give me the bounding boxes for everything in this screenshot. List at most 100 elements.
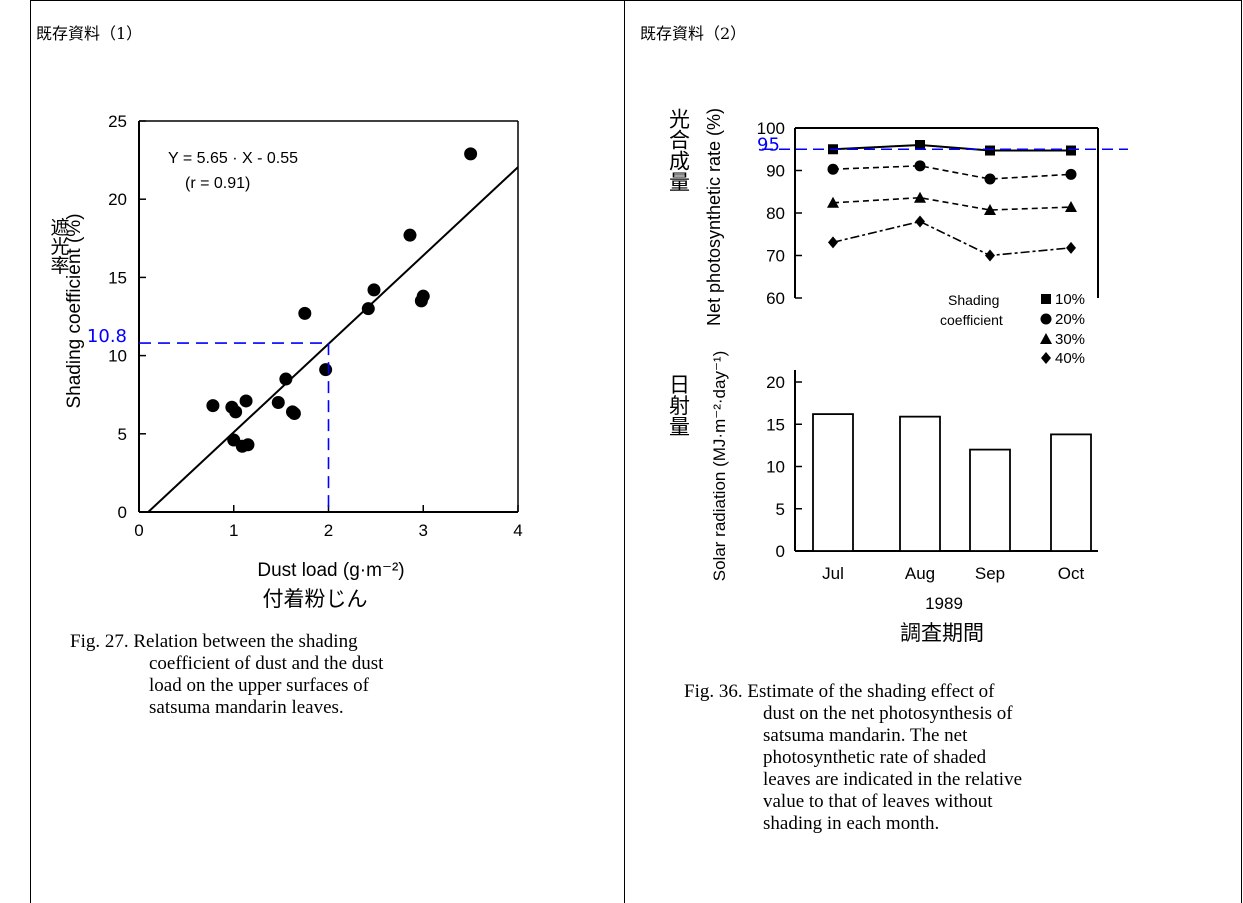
square-marker — [985, 145, 995, 156]
circle-marker — [914, 160, 926, 172]
bar-aug — [899, 415, 941, 552]
y-tick-label: 25 — [108, 112, 127, 131]
diamond-marker — [1041, 352, 1051, 364]
y-tick-label: 60 — [766, 289, 785, 308]
y-tick-label: 20 — [766, 373, 785, 392]
circle-marker — [1065, 168, 1077, 180]
caption-line: satsuma mandarin leaves. — [149, 697, 344, 718]
data-point — [298, 306, 312, 320]
x-tick-label: 1 — [229, 521, 238, 540]
y-tick-label: 70 — [766, 247, 785, 266]
y-axis-label-ja: 光合成量 — [667, 108, 691, 192]
column-divider — [624, 0, 625, 903]
triangle-marker — [984, 204, 996, 216]
y-tick-label: 15 — [108, 268, 127, 287]
y-tick-label: 90 — [766, 162, 785, 181]
y-tick-label: 5 — [776, 500, 785, 519]
diamond-marker — [1066, 241, 1076, 254]
y-axis-label: Shading coefficient (%) — [64, 213, 85, 408]
bar-oct — [1050, 433, 1092, 552]
legend-label: 10% — [1055, 291, 1085, 308]
figure-27-caption: Fig. 27. Relation between the shading co… — [70, 631, 383, 719]
data-point — [319, 363, 333, 377]
caption-line: coefficient of dust and the dust — [149, 653, 384, 674]
y-tick-label: 10 — [766, 458, 785, 477]
y-tick-label: 10 — [108, 347, 127, 366]
y-tick-label: 0 — [776, 542, 785, 561]
legend-label: 40% — [1055, 350, 1085, 367]
data-point — [241, 438, 255, 452]
legend-label: 30% — [1055, 331, 1085, 348]
triangle-marker — [1065, 201, 1077, 213]
caption-line: photosynthetic rate of shaded — [763, 747, 987, 768]
x-tick-label: 0 — [134, 521, 143, 540]
data-point — [464, 147, 478, 161]
legend-title-line-2: coefficient — [940, 312, 1003, 328]
x-tick-label: 3 — [419, 521, 428, 540]
caption-line: leaves are indicated in the relative — [763, 769, 1023, 790]
scatter-chart: Y = 5.65 · X - 0.55 (r = 0.91) Shading c… — [48, 112, 523, 611]
y-tick-label: 15 — [766, 415, 785, 434]
y-tick-label: 5 — [118, 425, 127, 444]
caption-line: value to that of leaves without — [763, 791, 993, 812]
reference-value-label: 10.8 — [87, 326, 127, 347]
line-chart: Net photosynthetic rate (%) 光合成量 Shading… — [667, 108, 1128, 367]
x-tick-label: Aug — [905, 564, 935, 583]
triangle-marker — [1040, 333, 1052, 344]
y-axis-label-ja: 日射量 — [667, 374, 691, 437]
x-tick-label: Sep — [975, 564, 1005, 583]
x-axis-label-ja: 付着粉じん — [263, 588, 368, 611]
bar-jul — [812, 413, 854, 552]
square-marker — [1041, 294, 1051, 304]
diamond-marker — [828, 236, 838, 249]
legend-title-line-1: Shading — [948, 292, 999, 308]
regression-line — [147, 166, 519, 513]
caption-line: Fig. 27. Relation between the shading — [70, 631, 358, 652]
caption-line: shading in each month. — [763, 813, 940, 834]
caption-line: load on the upper surfaces of — [149, 675, 370, 696]
triangle-marker — [827, 196, 839, 208]
x-tick-label: 2 — [324, 521, 333, 540]
bar-sep — [969, 448, 1011, 552]
square-marker — [915, 140, 925, 150]
figure-36-caption: Fig. 36. Estimate of the shading effect … — [684, 681, 1022, 835]
data-point — [229, 405, 243, 419]
series-line-30pct — [832, 196, 1072, 211]
data-point — [271, 396, 285, 410]
data-point — [361, 302, 375, 316]
y-tick-label: 80 — [766, 204, 785, 223]
y-axis-label: Solar radiation (MJ·m⁻²·day⁻¹) — [710, 351, 729, 582]
panel-1-title: 既存資料（1） — [36, 24, 143, 43]
data-point — [416, 289, 430, 303]
circle-marker — [984, 173, 996, 185]
caption-line: satsuma mandarin. The net — [763, 725, 968, 746]
caption-line: Fig. 36. Estimate of the shading effect … — [684, 681, 995, 702]
series-line-40pct — [832, 220, 1072, 257]
x-axis-label-ja: 調査期間 — [900, 622, 984, 645]
x-tick-label: Jul — [822, 564, 844, 583]
bar-chart: Solar radiation (MJ·m⁻²·day⁻¹) 日射量 1989 … — [667, 351, 1098, 645]
series-line-10pct — [832, 143, 1071, 152]
circle-marker — [1040, 313, 1052, 325]
caption-line: dust on the net photosynthesis of — [763, 703, 1013, 724]
y-tick-label: 0 — [118, 503, 127, 522]
reference-value-label: 95 — [757, 134, 780, 155]
y-tick-label: 100 — [757, 119, 785, 138]
y-axis-label: Net photosynthetic rate (%) — [704, 108, 724, 326]
data-point — [206, 399, 220, 413]
year-label: 1989 — [925, 594, 963, 613]
legend-label: 20% — [1055, 311, 1085, 328]
data-point — [239, 394, 253, 408]
x-tick-label: 4 — [513, 521, 522, 540]
y-tick-label: 20 — [108, 190, 127, 209]
x-tick-label: Oct — [1058, 564, 1085, 583]
data-point — [279, 372, 293, 386]
table-frame — [30, 0, 1242, 903]
data-point — [403, 228, 417, 242]
data-point — [367, 283, 381, 297]
series-line-20pct — [832, 165, 1072, 180]
diamond-marker — [915, 215, 925, 228]
triangle-marker — [914, 191, 926, 203]
circle-marker — [827, 163, 839, 175]
x-axis-label: Dust load (g·m⁻²) — [257, 560, 404, 581]
